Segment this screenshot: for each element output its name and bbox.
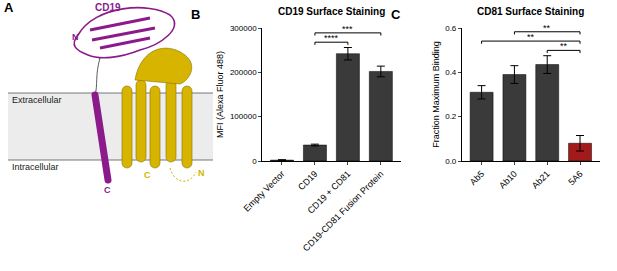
svg-text:CD19: CD19 (95, 2, 121, 13)
svg-text:MFI (Alexa Fluor 488): MFI (Alexa Fluor 488) (215, 51, 225, 138)
svg-text:CD19 Surface Staining: CD19 Surface Staining (278, 6, 385, 17)
svg-text:Ab5: Ab5 (468, 169, 486, 187)
svg-text:100000: 100000 (230, 112, 257, 121)
svg-text:B: B (191, 7, 200, 22)
svg-text:Ab10: Ab10 (497, 169, 519, 191)
svg-text:CD81 Surface Staining: CD81 Surface Staining (477, 6, 584, 17)
svg-text:CD81: CD81 (150, 59, 176, 70)
svg-text:A: A (4, 0, 14, 15)
svg-text:0: 0 (252, 157, 257, 166)
svg-text:**: ** (543, 23, 551, 33)
svg-text:Ab21: Ab21 (530, 169, 552, 191)
svg-text:0.0: 0.0 (445, 157, 457, 166)
svg-text:C: C (144, 170, 151, 180)
svg-text:**: ** (527, 32, 535, 42)
svg-text:0.2: 0.2 (445, 112, 457, 121)
svg-text:200000: 200000 (230, 68, 257, 77)
svg-text:5A6: 5A6 (566, 169, 584, 187)
svg-text:CD19: CD19 (296, 169, 319, 192)
svg-text:Extracellular: Extracellular (12, 95, 62, 105)
svg-text:**: ** (560, 41, 568, 51)
svg-text:0.4: 0.4 (445, 68, 457, 77)
svg-text:C: C (391, 7, 401, 22)
svg-text:C: C (104, 185, 111, 195)
svg-text:Intracellular: Intracellular (12, 162, 59, 172)
svg-text:Fraction Maximum Binding: Fraction Maximum Binding (431, 41, 441, 148)
svg-text:Empty Vector: Empty Vector (242, 169, 287, 214)
svg-text:N: N (72, 32, 79, 42)
svg-text:N: N (198, 168, 205, 178)
svg-text:****: **** (324, 33, 339, 43)
svg-text:CD19-CD81 Fusion Protein: CD19-CD81 Fusion Protein (301, 169, 386, 254)
svg-text:300000: 300000 (230, 24, 257, 33)
svg-text:CD19 + CD81: CD19 + CD81 (306, 169, 353, 216)
svg-text:0.6: 0.6 (445, 24, 457, 33)
svg-text:***: *** (342, 24, 353, 34)
